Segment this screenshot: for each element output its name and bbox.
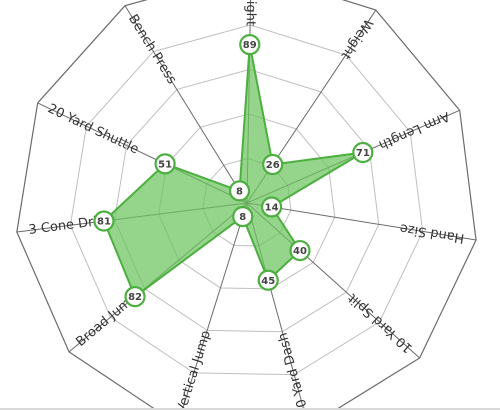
axis-label: Height [243, 0, 259, 26]
data-label: 51 [158, 159, 172, 170]
data-point: 82 [124, 286, 146, 308]
data-point-marker [261, 196, 283, 218]
data-label: 8 [239, 212, 246, 223]
data-point-marker [228, 180, 251, 202]
axis-label: 20 Yard Shuttle [45, 101, 141, 157]
data-label: 81 [97, 217, 111, 228]
data-label: 71 [356, 148, 370, 159]
data-point-marker [289, 239, 311, 262]
data-point: 40 [289, 239, 311, 262]
data-point-marker [262, 153, 284, 176]
data-label: 89 [243, 40, 257, 51]
data-point-marker [124, 286, 146, 308]
axis-label: 10 Yard Split [345, 290, 415, 355]
axis-label: 40 Yard Dash [275, 331, 312, 410]
data-point-marker [257, 269, 279, 291]
data-point: 71 [352, 141, 374, 164]
data-point-marker [352, 141, 374, 164]
series-area-layer [102, 43, 364, 298]
data-point-marker [93, 210, 115, 232]
axis-label: 3 Cone Drill [28, 214, 105, 238]
bottom-divider [0, 408, 500, 410]
spoke-10 [124, 5, 248, 204]
data-point: 26 [262, 153, 284, 176]
spoke-6 [181, 202, 248, 410]
data-point: 8 [228, 180, 251, 202]
data-point: 45 [257, 269, 279, 291]
radar-web [16, 0, 477, 410]
grid-ring-4 [69, 24, 424, 376]
data-label: 26 [266, 160, 280, 171]
axis-label: Vertical Jump [174, 329, 214, 410]
series-area [102, 43, 364, 298]
data-marker-layer: 89 26 71 14 40 45 8 82 81 51 8 [93, 34, 374, 308]
spoke-3 [246, 202, 477, 241]
data-label: 82 [128, 292, 142, 303]
data-label: 45 [261, 276, 275, 287]
data-point: 51 [154, 153, 176, 175]
data-label: 8 [236, 186, 243, 197]
outer-web [16, 0, 477, 410]
data-point: 81 [93, 210, 115, 232]
axis-label: Hand Size [399, 220, 466, 245]
axis-label: Arm Length [376, 108, 451, 152]
data-point: 89 [239, 34, 261, 56]
axis-label: Bench Press [125, 12, 179, 87]
data-point-marker [154, 153, 176, 175]
data-point-marker [239, 34, 261, 56]
data-point-marker [232, 205, 254, 228]
data-label: 14 [265, 203, 279, 214]
data-point: 14 [261, 196, 283, 218]
data-label: 40 [293, 246, 307, 257]
grid-ring-3 [114, 68, 380, 333]
axis-label: Weight [338, 16, 376, 62]
data-point: 8 [232, 205, 254, 228]
